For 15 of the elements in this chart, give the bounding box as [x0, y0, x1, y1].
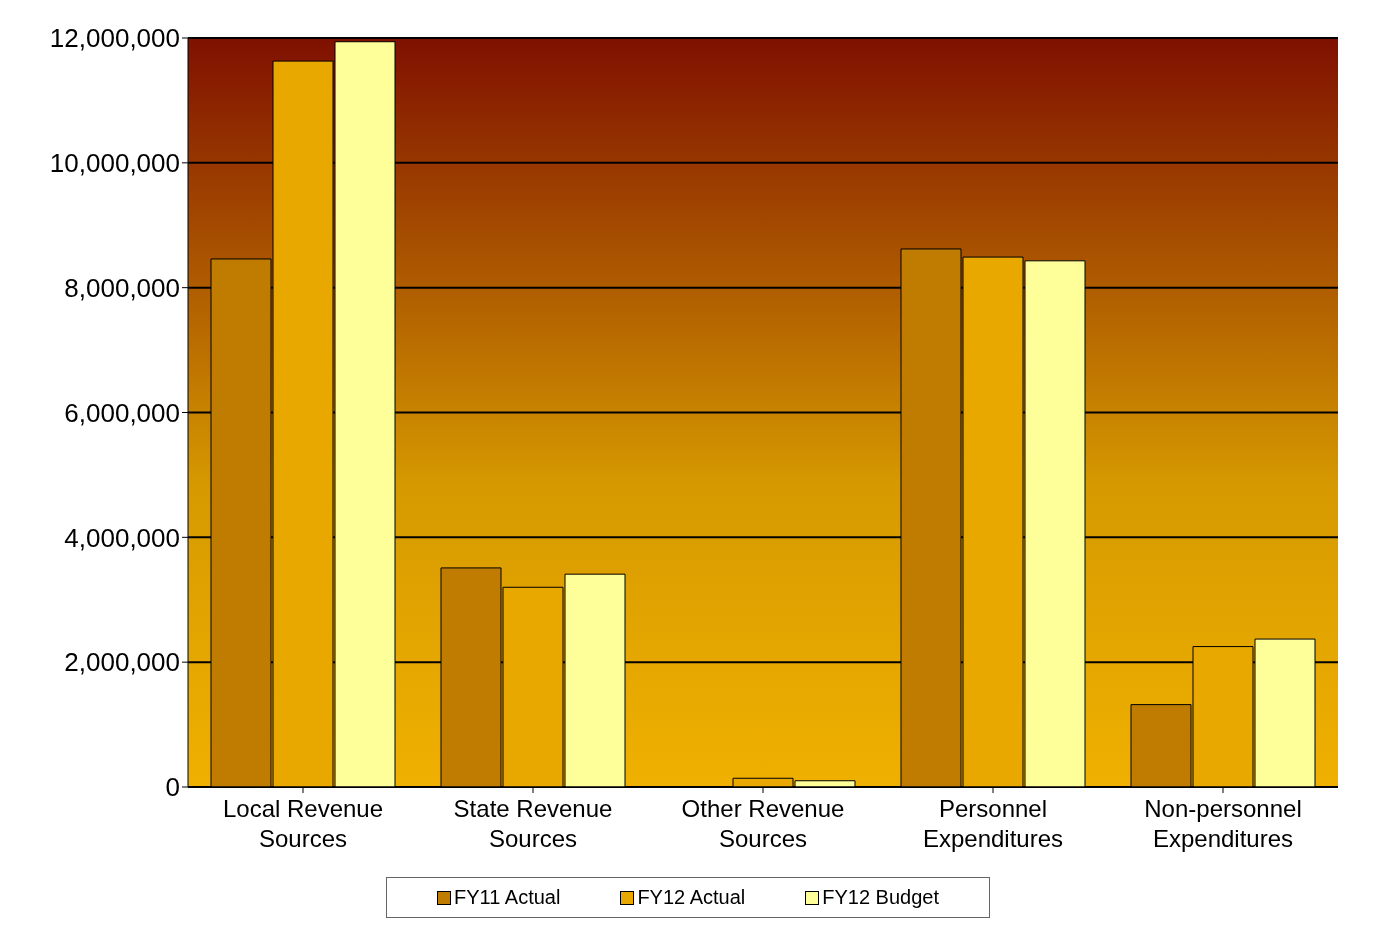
y-tick-label: 0	[165, 772, 180, 803]
x-tick-label: Non-personnel Expenditures	[1144, 795, 1302, 852]
legend-label: FY12 Budget	[821, 886, 939, 909]
x-tick-label: Local Revenue Sources	[222, 795, 384, 852]
legend-label: FY11 Actual	[453, 886, 561, 909]
y-tick-label: 12,000,000	[49, 23, 180, 54]
legend-label: FY12 Actual	[636, 886, 746, 909]
y-tick-label: 2,000,000	[64, 647, 180, 678]
x-tick-label: Other Revenue Sources	[681, 795, 845, 852]
x-tick-label: State Revenue Sources	[453, 795, 613, 852]
y-tick-label: 4,000,000	[64, 522, 180, 553]
x-tick-label: Personnel Expenditures	[922, 795, 1064, 852]
y-tick-label: 6,000,000	[64, 397, 180, 428]
y-tick-label: 8,000,000	[64, 272, 180, 303]
y-tick-label: 10,000,000	[49, 148, 180, 179]
